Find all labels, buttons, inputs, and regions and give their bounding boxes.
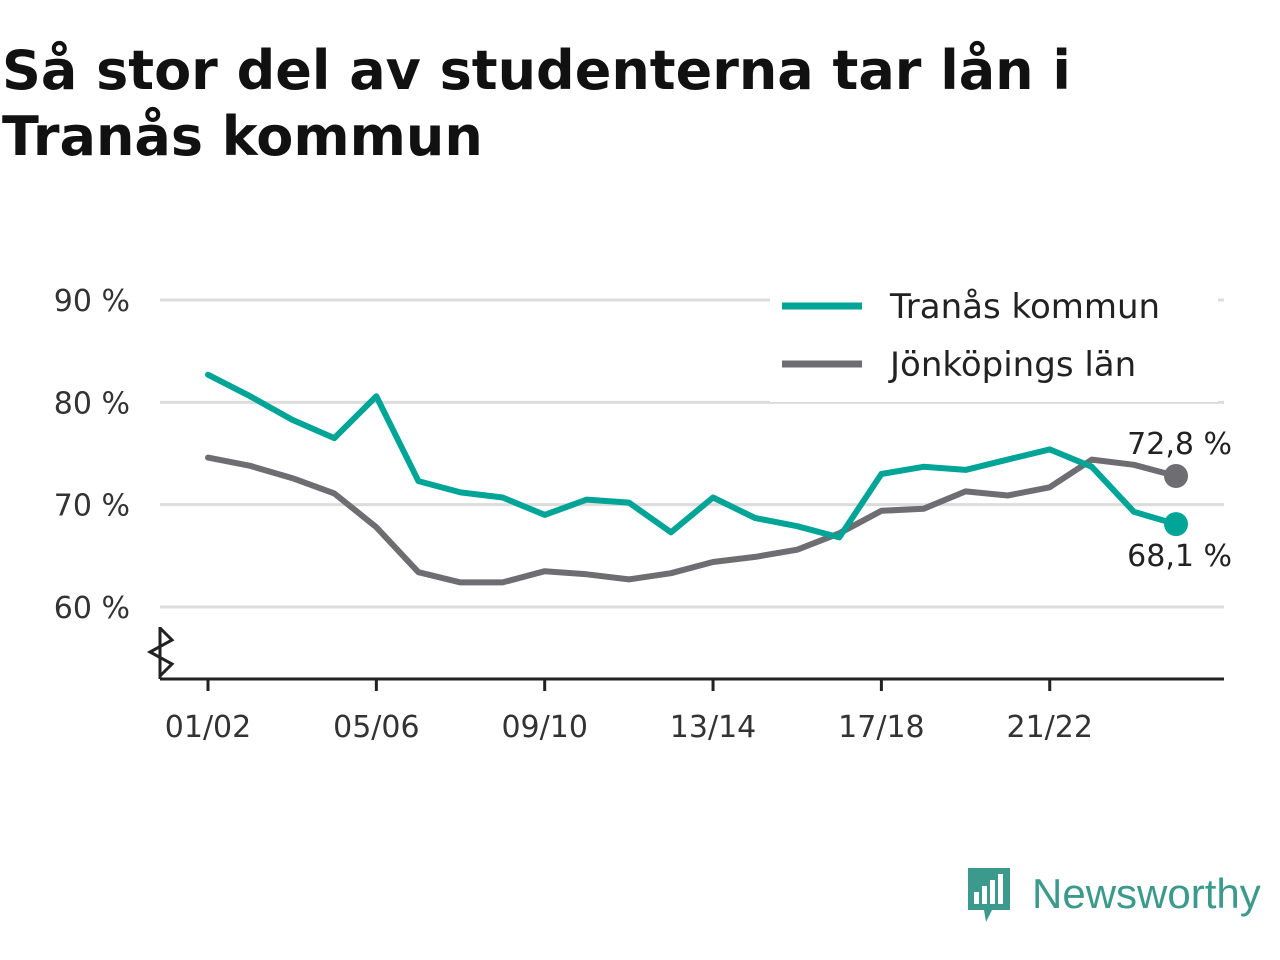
- y-tick-label: 80 %: [54, 386, 130, 421]
- y-tick-label: 90 %: [54, 284, 130, 319]
- x-tick-label: 21/22: [1007, 710, 1093, 745]
- brand-name: Newsworthy: [1032, 870, 1261, 917]
- newsworthy-brand: Newsworthy: [964, 862, 1261, 926]
- x-tick-label: 13/14: [670, 710, 756, 745]
- y-axis-break-mark: [146, 626, 175, 678]
- x-tick-label: 17/18: [838, 710, 924, 745]
- series-end-point-1: [1164, 464, 1188, 489]
- series-line-1: [205, 454, 1179, 586]
- legend: Tranås kommun Jönköpings län: [770, 280, 1218, 402]
- series-end-point-0: [1164, 512, 1188, 537]
- x-tick-label: 01/02: [165, 710, 251, 745]
- newsworthy-logo-icon: [968, 868, 1010, 922]
- x-tick-label: 05/06: [333, 710, 419, 745]
- legend-label: Jönköpings län: [888, 345, 1136, 385]
- x-tick-label: 09/10: [501, 710, 587, 745]
- x-axis: 01/02 05/06 09/10 13/14 17/18 21/22: [146, 626, 1224, 745]
- legend-background: [770, 280, 1218, 402]
- y-tick-label: 60 %: [54, 591, 130, 626]
- chart-title: Så stor del av studenterna tar lån i Tra…: [2, 39, 1071, 168]
- end-label-tranas-kommun: 68,1 %: [1127, 539, 1232, 574]
- end-labels: 72,8 % 68,1 %: [1127, 427, 1232, 574]
- series-lines: [205, 371, 1188, 586]
- series-line-0: [205, 371, 1179, 541]
- y-axis-ticks: 60 % 70 % 80 % 90 %: [54, 284, 130, 626]
- legend-label: Tranås kommun: [889, 287, 1160, 327]
- y-tick-label: 70 %: [54, 489, 130, 524]
- end-label-jonkopings-lan: 72,8 %: [1127, 427, 1232, 462]
